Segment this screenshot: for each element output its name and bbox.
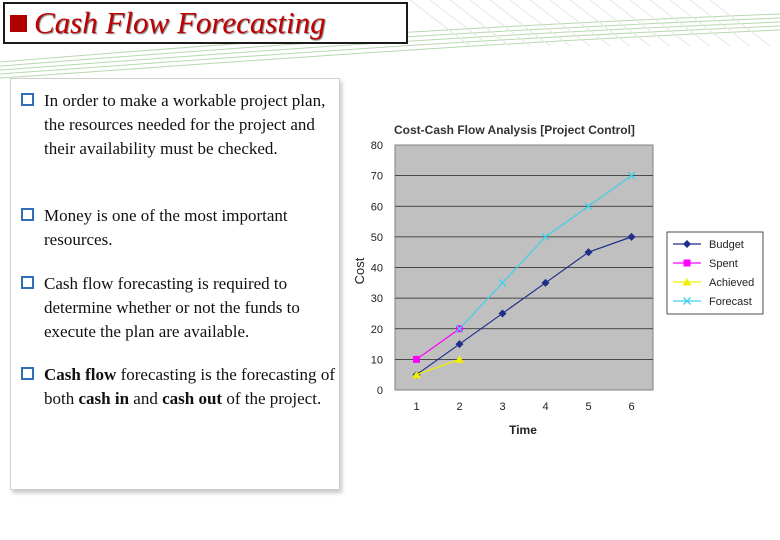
title-square-bullet-icon bbox=[10, 15, 27, 32]
x-axis-label: Time bbox=[509, 423, 537, 437]
slide-title-box: Cash Flow Forecasting bbox=[3, 2, 408, 44]
data-point-forecast bbox=[455, 324, 464, 333]
chart-legend: Budget Spent Achieved Forecast bbox=[666, 231, 764, 315]
y-tick-label: 30 bbox=[371, 293, 383, 305]
bullet-text: Cash flow forecasting is required to det… bbox=[44, 274, 300, 341]
x-tick-label: 5 bbox=[585, 401, 591, 413]
cost-cash-flow-chart: Cost-Cash Flow Analysis [Project Control… bbox=[352, 123, 764, 437]
bullet-text-segment: of the project. bbox=[222, 389, 322, 408]
y-tick-label: 50 bbox=[371, 232, 383, 244]
q-box-bullet-icon bbox=[21, 208, 34, 221]
legend-label: Budget bbox=[709, 239, 744, 251]
chart-title: Cost-Cash Flow Analysis [Project Control… bbox=[394, 123, 635, 137]
y-tick-label: 0 bbox=[377, 385, 383, 397]
series-line-spent bbox=[416, 328, 460, 360]
y-tick-label: 70 bbox=[371, 171, 383, 183]
q-box-bullet-icon bbox=[21, 367, 34, 380]
y-axis-label: Cost bbox=[352, 257, 367, 284]
data-point-budget bbox=[584, 248, 593, 257]
legend-marker bbox=[682, 278, 692, 286]
y-tick-label: 10 bbox=[371, 354, 383, 366]
bullet-text-segment: and bbox=[129, 389, 163, 408]
legend-box bbox=[666, 231, 764, 315]
legend-marker bbox=[683, 240, 691, 248]
legend-label: Achieved bbox=[709, 277, 754, 289]
legend-label: Spent bbox=[709, 258, 738, 270]
bullet-panel: In order to make a workable project plan… bbox=[10, 78, 340, 490]
x-tick-label: 4 bbox=[542, 401, 548, 413]
q-box-bullet-icon bbox=[21, 93, 34, 106]
data-point-achieved bbox=[412, 370, 421, 379]
bullet-text: In order to make a workable project plan… bbox=[44, 91, 326, 158]
q-box-bullet-icon bbox=[21, 276, 34, 289]
x-tick-label: 1 bbox=[413, 401, 419, 413]
data-point-achieved bbox=[455, 355, 464, 363]
bullet-text-segment: forecasting is the forecasting of both bbox=[44, 365, 335, 408]
data-point-budget bbox=[627, 232, 636, 241]
slide-title: Cash Flow Forecasting bbox=[34, 5, 326, 40]
bold-term: Cash flow bbox=[44, 365, 117, 384]
data-point-forecast bbox=[498, 278, 507, 287]
y-tick-label: 60 bbox=[371, 201, 383, 213]
data-point-budget bbox=[498, 309, 507, 318]
legend-marker bbox=[683, 259, 691, 267]
x-tick-label: 2 bbox=[456, 401, 462, 413]
data-point-forecast bbox=[584, 202, 593, 211]
x-tick-label: 6 bbox=[628, 401, 634, 413]
data-point-spent bbox=[413, 355, 420, 363]
bold-term: cash out bbox=[162, 389, 223, 408]
y-tick-label: 40 bbox=[371, 263, 383, 275]
bullet-text: Cash flow forecasting is the forecasting… bbox=[44, 363, 335, 411]
data-point-budget bbox=[455, 340, 464, 349]
legend-label: Forecast bbox=[709, 296, 752, 308]
series-line-budget bbox=[416, 236, 632, 376]
series-line-achieved bbox=[416, 358, 460, 376]
data-point-forecast bbox=[541, 232, 550, 241]
data-point-budget bbox=[541, 278, 550, 287]
legend-marker bbox=[683, 297, 691, 305]
x-tick-label: 3 bbox=[499, 401, 505, 413]
data-point-forecast bbox=[627, 171, 636, 180]
y-tick-label: 20 bbox=[371, 324, 383, 336]
bullet-text: Money is one of the most important resou… bbox=[44, 206, 288, 249]
header-decoration bbox=[0, 0, 780, 79]
bold-term: cash in bbox=[78, 389, 130, 408]
y-tick-label: 80 bbox=[371, 140, 383, 152]
